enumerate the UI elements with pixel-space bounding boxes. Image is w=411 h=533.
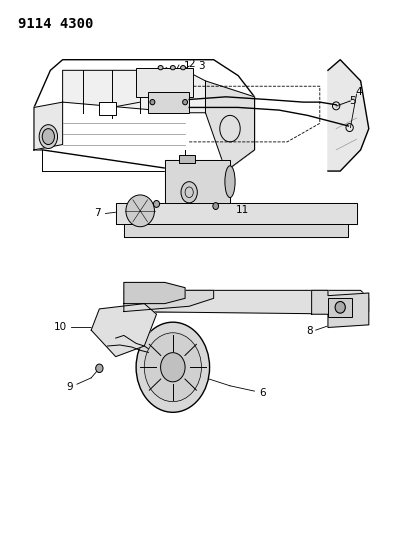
Text: 1: 1 bbox=[184, 61, 190, 71]
Polygon shape bbox=[124, 224, 349, 237]
Bar bbox=[136, 68, 193, 97]
Text: 10: 10 bbox=[54, 322, 67, 333]
Polygon shape bbox=[124, 290, 214, 312]
Ellipse shape bbox=[161, 353, 185, 382]
Text: 4: 4 bbox=[355, 87, 362, 97]
Polygon shape bbox=[34, 102, 62, 150]
Text: 5: 5 bbox=[349, 96, 356, 106]
Ellipse shape bbox=[126, 195, 155, 227]
Text: 11: 11 bbox=[236, 205, 249, 215]
Ellipse shape bbox=[158, 66, 163, 70]
Bar bbox=[148, 92, 189, 113]
Polygon shape bbox=[34, 60, 254, 171]
Text: 7: 7 bbox=[94, 208, 101, 219]
Ellipse shape bbox=[144, 333, 201, 402]
Text: 8: 8 bbox=[306, 326, 313, 336]
Ellipse shape bbox=[182, 100, 187, 105]
Ellipse shape bbox=[150, 100, 155, 105]
Polygon shape bbox=[124, 282, 185, 304]
Ellipse shape bbox=[171, 66, 175, 70]
Polygon shape bbox=[91, 304, 157, 357]
Text: 3: 3 bbox=[198, 61, 205, 71]
Bar bbox=[179, 155, 195, 163]
Text: 9114 4300: 9114 4300 bbox=[18, 17, 93, 31]
Ellipse shape bbox=[42, 128, 55, 144]
Ellipse shape bbox=[180, 66, 185, 70]
Polygon shape bbox=[115, 203, 356, 224]
Text: 6: 6 bbox=[217, 191, 223, 201]
Ellipse shape bbox=[96, 364, 103, 373]
Ellipse shape bbox=[213, 203, 219, 209]
Bar bbox=[99, 102, 115, 115]
Ellipse shape bbox=[39, 125, 58, 149]
Ellipse shape bbox=[136, 322, 210, 413]
Polygon shape bbox=[124, 290, 369, 314]
Polygon shape bbox=[328, 60, 369, 171]
Ellipse shape bbox=[225, 166, 235, 198]
Polygon shape bbox=[62, 70, 206, 113]
Text: 2: 2 bbox=[188, 59, 194, 69]
Ellipse shape bbox=[335, 302, 345, 313]
Polygon shape bbox=[206, 81, 254, 171]
Text: 9: 9 bbox=[67, 382, 73, 392]
Ellipse shape bbox=[153, 200, 159, 207]
Polygon shape bbox=[312, 290, 369, 327]
Ellipse shape bbox=[181, 182, 197, 203]
Text: 6: 6 bbox=[259, 387, 266, 398]
Bar bbox=[328, 298, 353, 317]
Polygon shape bbox=[165, 160, 230, 203]
